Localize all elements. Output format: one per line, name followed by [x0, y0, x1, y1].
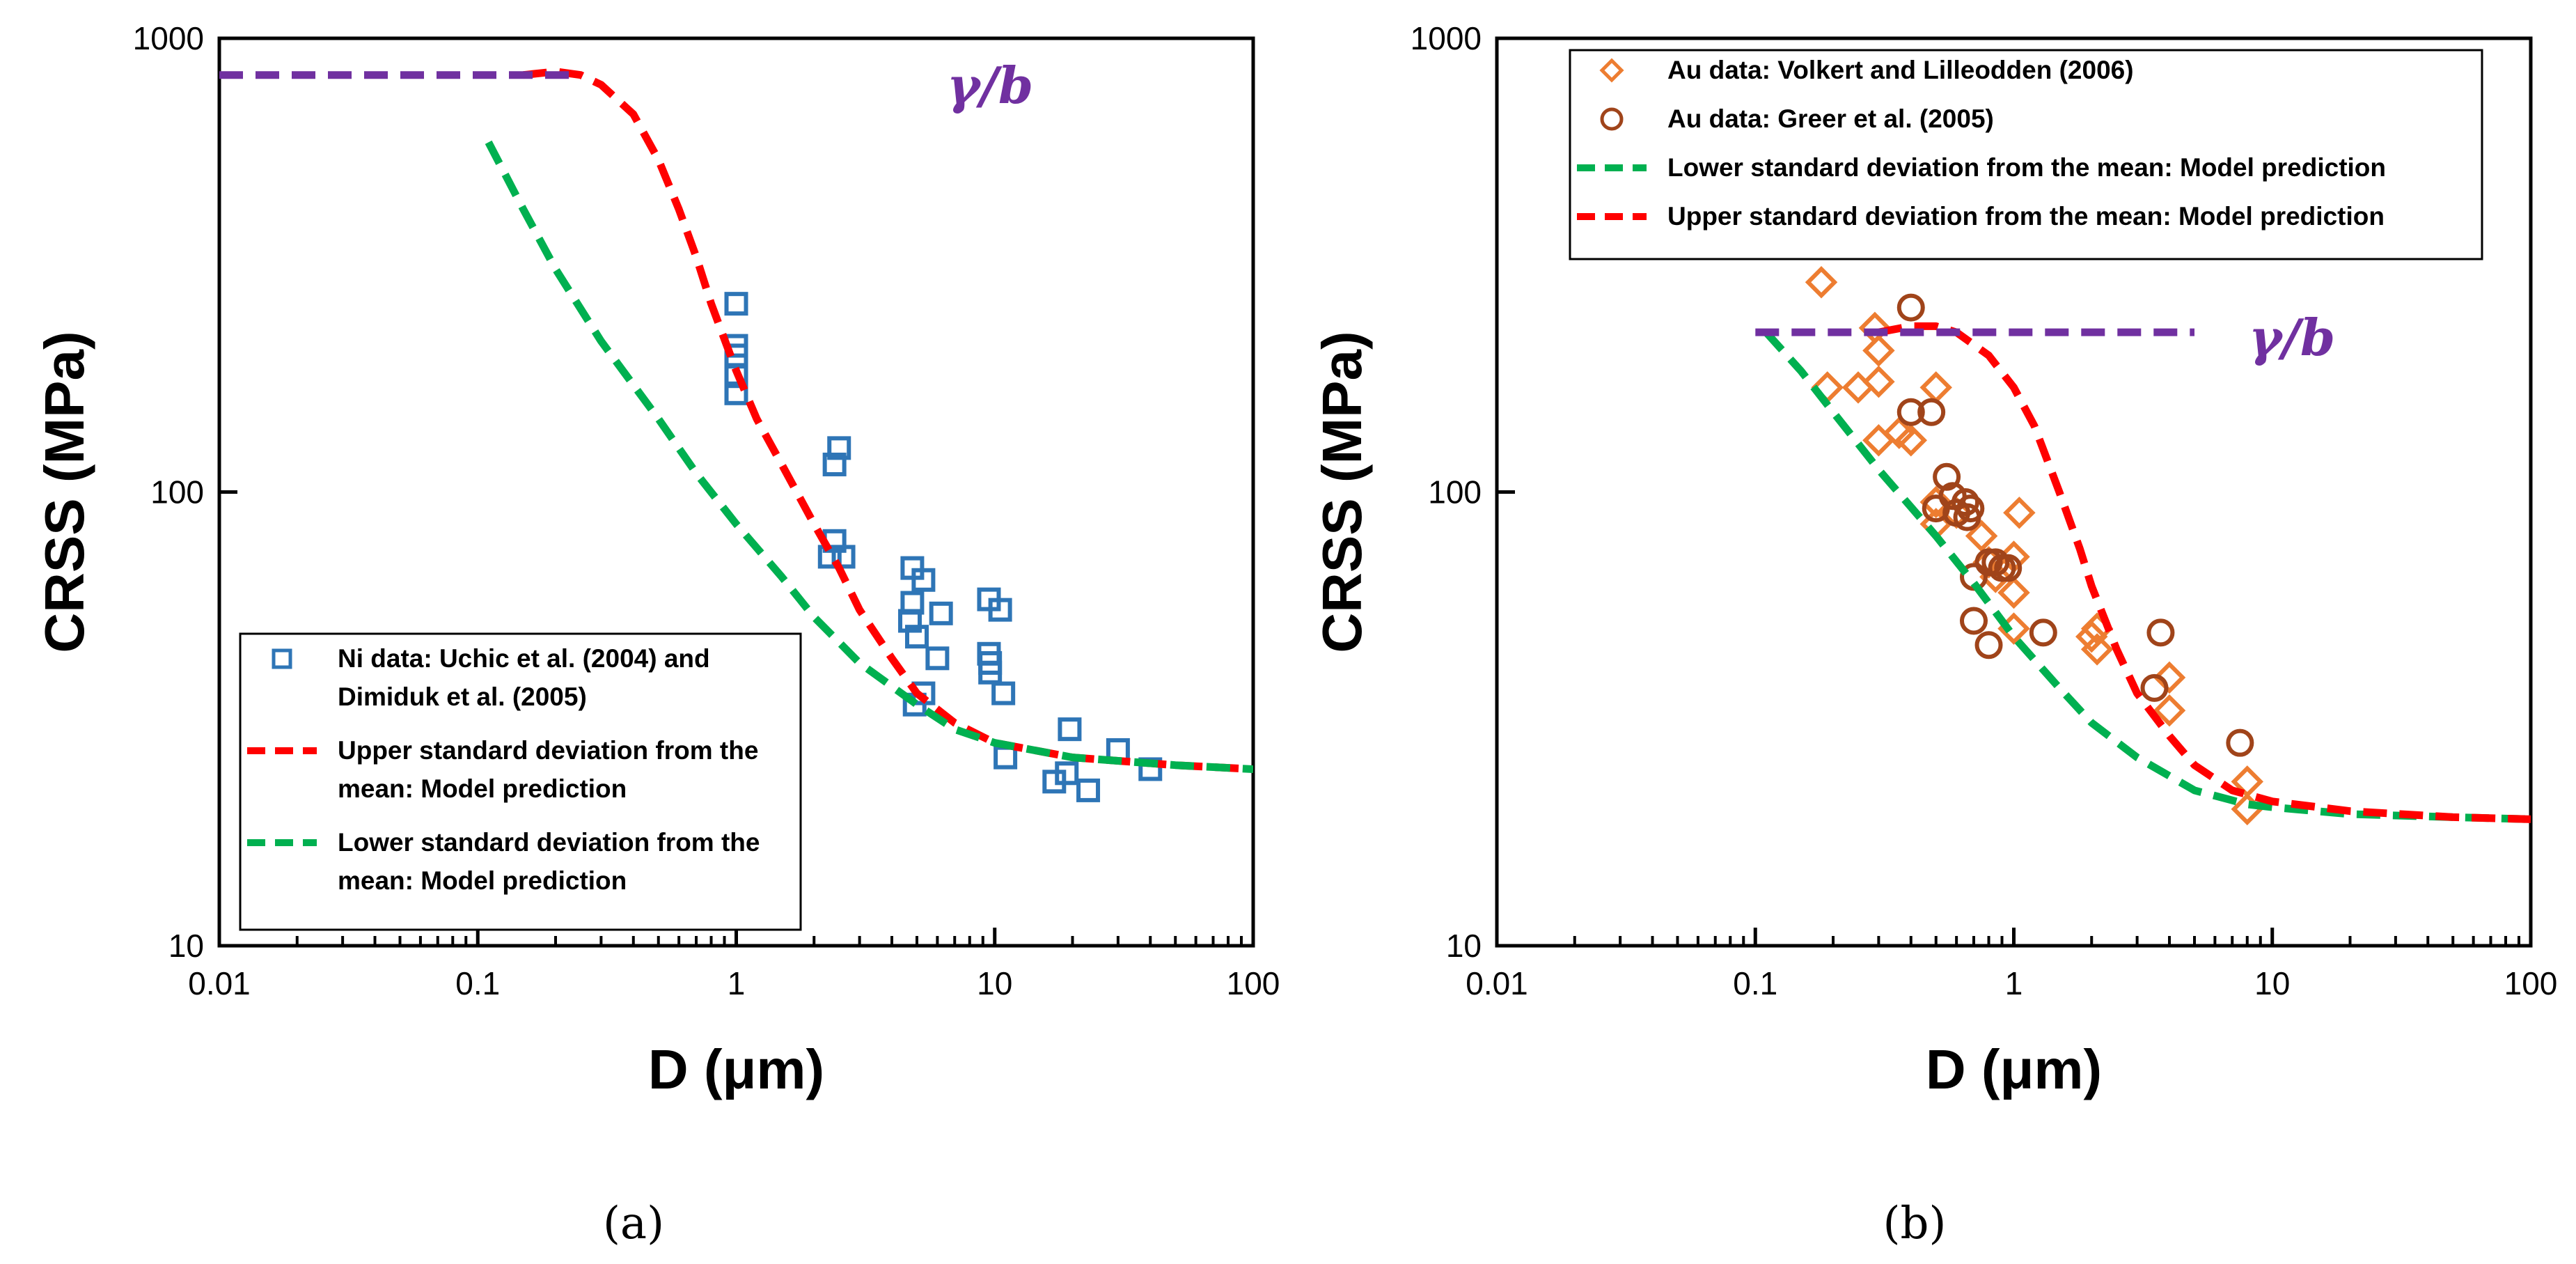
legend-entry-text: Lower standard deviation from the: [338, 828, 760, 857]
ni-data-point: [1058, 717, 1082, 742]
y-tick-label: 1000: [1411, 20, 1482, 56]
volkert-data-point: [2153, 661, 2186, 694]
gamma-over-b-label: γ/b: [947, 56, 1033, 115]
volkert-data-point: [1862, 334, 1895, 367]
x-tick-label: 100: [1227, 965, 1280, 1001]
x-tick-label: 10: [2254, 965, 2290, 1001]
y-tick-label: 10: [168, 928, 204, 964]
volkert-data-point: [2075, 620, 2108, 653]
x-tick-label: 100: [2504, 965, 2558, 1001]
panel-label: (b): [1883, 1198, 1947, 1249]
greer-data-point: [1917, 398, 1946, 426]
greer-data-point: [2140, 673, 2169, 702]
upper-std-curve: [1878, 322, 2531, 823]
legend-entry-text: Au data: Volkert and Lilleodden (2006): [1667, 56, 2134, 84]
ni-data-point: [994, 745, 1018, 770]
volkert-data-point: [1894, 424, 1928, 457]
gamma-over-b-label: γ/b: [2249, 308, 2335, 367]
x-tick-label: 0.1: [1733, 965, 1777, 1001]
panel-label: (a): [603, 1198, 664, 1249]
x-tick-label: 0.01: [1466, 965, 1528, 1001]
y-axis-title: CRSS (MPa): [1311, 331, 1373, 653]
greer-data-point: [1896, 293, 1925, 322]
legend-diamond-marker: [1599, 58, 1624, 83]
x-tick-label: 0.01: [188, 965, 251, 1001]
y-tick-label: 1000: [133, 20, 204, 56]
ni-data-point: [911, 568, 936, 592]
x-axis-title: D (μm): [1926, 1038, 2102, 1100]
volkert-data-point: [1919, 371, 1952, 404]
legend-entry-text: Ni data: Uchic et al. (2004) and: [338, 644, 710, 673]
volkert-data-point: [2003, 497, 2036, 529]
legend-entry-text: Au data: Greer et al. (2005): [1667, 104, 1994, 133]
ni-data-point: [991, 681, 1016, 705]
ni-data-point: [1055, 761, 1079, 786]
legend: Ni data: Uchic et al. (2004) and Dimiduk …: [239, 632, 802, 931]
y-tick-label: 100: [150, 474, 204, 510]
legend-entry-text: Upper standard deviation from the: [338, 736, 758, 765]
greer-data-point: [1956, 494, 1985, 523]
x-tick-label: 0.1: [455, 965, 500, 1001]
ni-data-point: [1138, 757, 1163, 781]
legend-entry-text: Lower standard deviation from the mean: …: [1667, 153, 2386, 182]
ni-data-point: [724, 292, 748, 316]
greer-data-point: [1922, 494, 1950, 523]
greer-data-point: [2226, 728, 2254, 757]
ni-data-point: [724, 381, 748, 405]
ni-data-point: [831, 545, 856, 569]
greer-data-point: [1951, 488, 1980, 517]
ni-data-point: [827, 436, 851, 460]
ni-data-point: [822, 452, 847, 476]
legend-box: [1569, 49, 2483, 260]
volkert-data-point: [1997, 576, 2030, 609]
legend-circle-marker: [1600, 107, 1624, 131]
plot-frame: [1495, 36, 2533, 948]
ni-data-point: [988, 598, 1012, 622]
x-tick-label: 1: [2005, 965, 2023, 1001]
x-tick-label: 1: [728, 965, 746, 1001]
lower-std-curve: [1763, 329, 2531, 823]
volkert-data-point: [1862, 365, 1895, 398]
plot-frame: [217, 36, 1255, 948]
greer-data-point: [1933, 462, 1961, 491]
legend-box: [239, 632, 802, 931]
ni-data-point: [904, 625, 929, 649]
greer-data-point: [1974, 631, 2003, 660]
greer-data-point: [1896, 398, 1925, 426]
volkert-data-point: [1965, 520, 1998, 552]
lower-std-curve: [485, 140, 1253, 773]
legend: Au data: Volkert and Lilleodden (2006) Au…: [1569, 49, 2483, 260]
greer-data-point: [1959, 607, 1988, 635]
greer-data-point: [2029, 618, 2057, 647]
y-tick-label: 100: [1428, 474, 1482, 510]
greer-data-point: [2146, 618, 2175, 647]
ni-data-point: [724, 364, 748, 389]
x-axis-title: D (μm): [648, 1038, 824, 1100]
plot-area: [1755, 266, 2531, 826]
ni-data-point: [925, 646, 950, 671]
ni-data-point: [978, 660, 1003, 685]
volkert-data-point: [2080, 633, 2114, 666]
legend-square-marker: [272, 648, 292, 669]
ni-data-point: [1076, 778, 1101, 802]
legend-entry-text: Dimiduk et al. (2005): [338, 682, 587, 711]
volkert-data-point: [1805, 266, 1838, 299]
ni-data-point: [929, 601, 953, 625]
y-axis-title: CRSS (MPa): [33, 331, 95, 653]
greer-data-point: [1994, 554, 2023, 582]
panel-a-chart: 0.01 0.1 1 10 100 10 100 1000 D (μm) CRSS (MPa) (a…: [33, 20, 1280, 1249]
panel-b-chart: 0.01 0.1 1 10 100 10 100 1000 D (μm) CRSS (MPa) (b…: [1311, 20, 2557, 1249]
plot-area: [219, 68, 1253, 802]
legend-entry-text: mean: Model prediction: [338, 866, 627, 895]
volkert-data-point: [2153, 694, 2186, 727]
y-tick-label: 10: [1446, 928, 1482, 964]
legend-entry-text: Upper standard deviation from the mean: …: [1667, 202, 2385, 231]
legend-entry-text: mean: Model prediction: [338, 774, 627, 803]
x-tick-label: 10: [977, 965, 1012, 1001]
ni-data-point: [898, 609, 922, 633]
